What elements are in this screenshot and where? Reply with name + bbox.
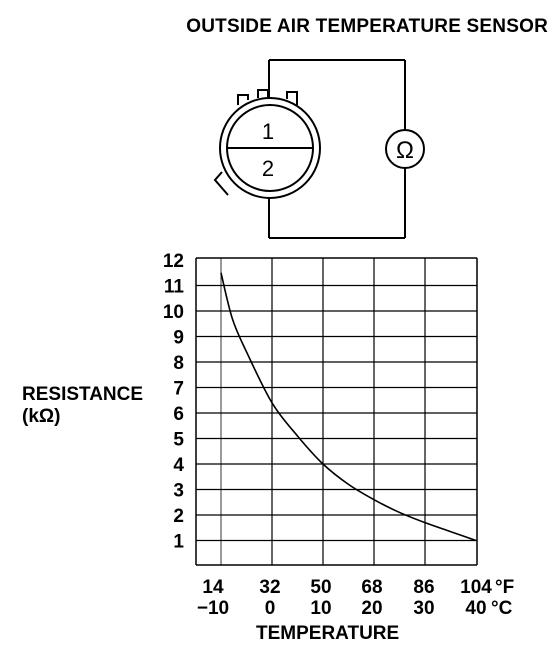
y-tick-label: 6 <box>173 404 184 425</box>
y-tick-label: 12 <box>163 251 184 272</box>
y-tick-label: 11 <box>164 277 185 298</box>
x-tick-label-f: 50 <box>310 577 331 598</box>
x-unit-c: °C <box>491 598 513 619</box>
y-tick-label: 4 <box>173 455 184 476</box>
terminal-1-label: 1 <box>262 119 274 144</box>
ohmmeter-circle <box>385 129 425 169</box>
connector-tab-right <box>286 91 298 105</box>
connector-tab-left <box>237 94 249 105</box>
x-tick-labels: 14 32 50 68 86 104 −10 0 10 20 30 40 °F°C <box>197 577 514 619</box>
x-tick-label-c: 0 <box>265 598 276 619</box>
sensor-diagram <box>213 59 425 239</box>
y-tick-label: 8 <box>173 353 184 374</box>
x-tick-label-c: 10 <box>310 598 331 619</box>
y-tick-label: 7 <box>173 379 184 400</box>
y-tick-label: 2 <box>173 506 184 527</box>
x-tick-label-c: 30 <box>413 598 434 619</box>
x-tick-label-c: 20 <box>361 598 382 619</box>
terminal-2-label: 2 <box>262 156 274 181</box>
connector-tab-mid <box>257 89 269 98</box>
y-axis-label-line1: RESISTANCE <box>22 384 144 405</box>
x-tick-label-f: 104 <box>460 577 492 598</box>
y-axis-label: RESISTANCE (kΩ) <box>22 384 143 428</box>
y-tick-label: 3 <box>173 481 184 502</box>
x-axis-label: TEMPERATURE <box>256 623 400 644</box>
x-unit-f: °F <box>495 577 514 598</box>
y-tick-label: 10 <box>163 302 184 323</box>
x-tick-label-c: 40 <box>465 598 486 619</box>
x-tick-label-f: 32 <box>259 577 280 598</box>
y-tick-label: 5 <box>173 430 184 451</box>
x-tick-label-f: 68 <box>361 577 382 598</box>
resistance-curve <box>220 272 477 542</box>
x-tick-label-f: 86 <box>413 577 434 598</box>
connector-latch <box>213 171 229 196</box>
x-tick-label-c: −10 <box>197 598 229 619</box>
connector-outer-ring <box>219 97 321 199</box>
y-tick-label: 9 <box>173 328 184 349</box>
x-tick-label-f: 14 <box>202 577 224 598</box>
y-axis-label-line2: (kΩ) <box>22 406 61 427</box>
page-title: OUTSIDE AIR TEMPERATURE SENSOR <box>186 16 548 37</box>
y-tick-label: 1 <box>173 532 184 553</box>
chart-grid <box>195 257 478 566</box>
ohm-symbol: Ω <box>396 137 414 164</box>
